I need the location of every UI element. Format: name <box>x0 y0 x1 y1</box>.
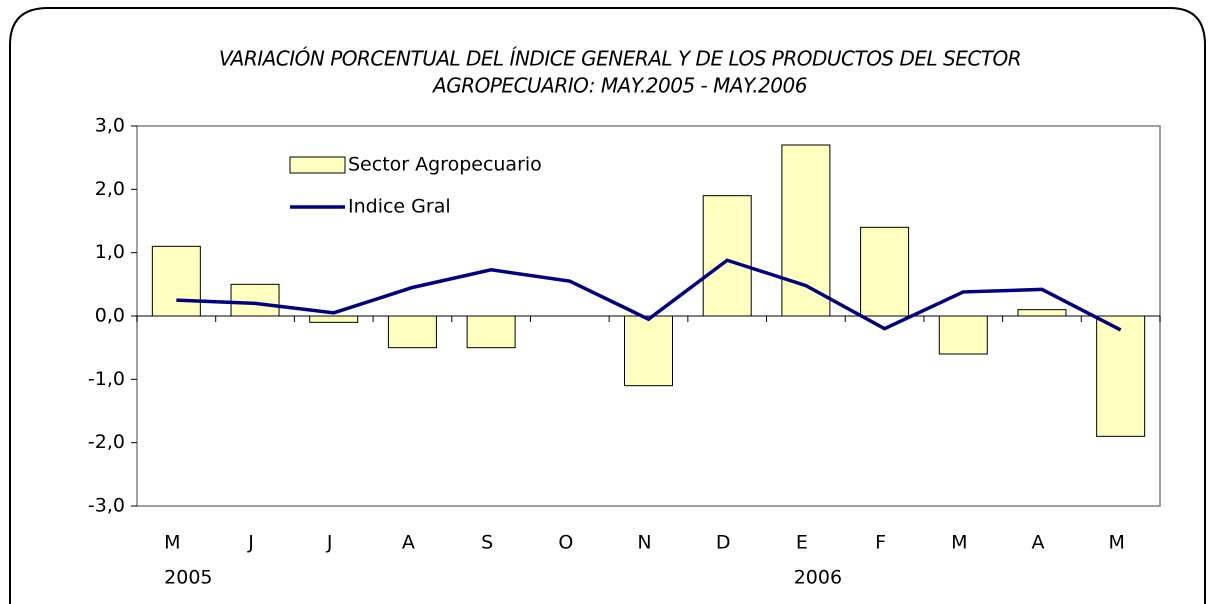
bar <box>938 315 988 355</box>
y-tick-label: 2,0 <box>95 178 125 200</box>
legend-label: Indice Gral <box>348 196 451 218</box>
x-tick-label: J <box>326 532 333 554</box>
y-tick-label: -3,0 <box>88 495 125 517</box>
bar <box>387 315 437 349</box>
bar <box>702 195 752 317</box>
bar <box>1096 315 1146 437</box>
x-tick-label: D <box>716 532 731 554</box>
y-tick-label: -2,0 <box>88 431 125 453</box>
year-label: 2005 <box>164 567 212 589</box>
bar <box>230 283 280 317</box>
bar <box>781 144 831 317</box>
x-tick-label: N <box>637 532 651 554</box>
bar <box>309 315 359 323</box>
x-tick-label: M <box>1108 532 1124 554</box>
bar <box>1017 309 1067 317</box>
line <box>176 258 1122 332</box>
chart-border <box>9 7 1206 604</box>
chart-title: AGROPECUARIO: MAY.2005 - MAY.2006 <box>431 74 807 98</box>
x-tick-label: A <box>402 532 415 554</box>
x-tick-label: M <box>951 532 967 554</box>
y-tick-label: -1,0 <box>88 368 125 390</box>
legend-label: Sector Agropecuario <box>348 154 542 176</box>
bar <box>624 315 673 387</box>
chart-title: VARIACIÓN PORCENTUAL DEL ÍNDICE GENERAL … <box>219 47 1021 71</box>
y-tick-label: 1,0 <box>95 241 125 263</box>
x-tick-label: F <box>875 532 886 554</box>
x-tick-label: M <box>164 532 180 554</box>
bar <box>860 226 910 317</box>
legend-swatch <box>289 156 346 174</box>
year-label: 2006 <box>794 567 842 589</box>
x-tick-label: E <box>796 532 808 554</box>
y-tick-label: 0,0 <box>95 305 125 327</box>
bar <box>151 245 201 317</box>
bar <box>466 315 516 349</box>
x-tick-label: A <box>1031 532 1044 554</box>
x-tick-label: J <box>247 532 254 554</box>
x-tick-label: S <box>481 532 493 554</box>
y-tick-label: 3,0 <box>95 115 125 137</box>
x-tick-label: O <box>558 532 573 554</box>
